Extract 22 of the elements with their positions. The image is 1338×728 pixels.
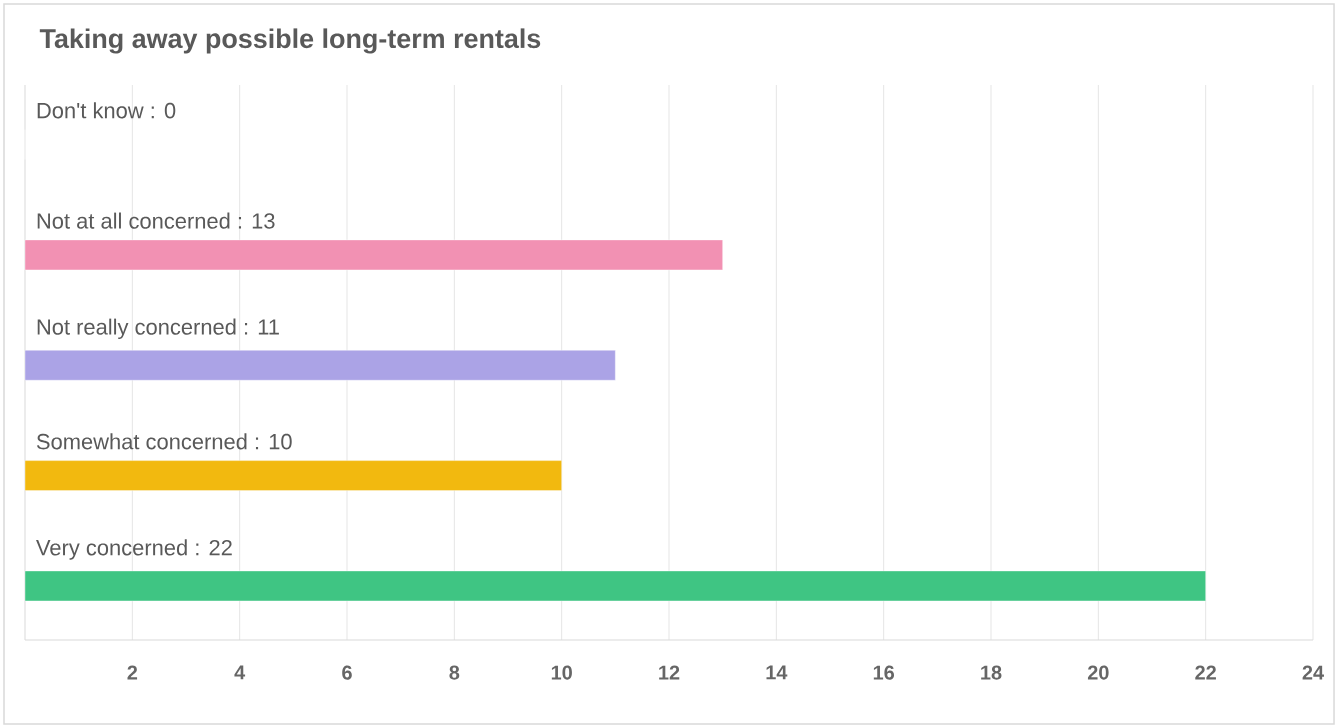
x-tick-label: 14 xyxy=(766,665,788,680)
x-tick-label: 2 xyxy=(127,665,138,680)
x-tick-label: 24 xyxy=(1302,665,1324,680)
x-tick-label: 12 xyxy=(659,665,680,680)
bar xyxy=(24,350,616,381)
y-tick-label: Not really concerned : 11 xyxy=(37,318,279,340)
x-tick-label: 16 xyxy=(873,665,895,680)
x-tick-label: 22 xyxy=(1195,665,1216,680)
chart-title: Taking away possible long-term rentals xyxy=(39,28,541,54)
x-tick-label: 4 xyxy=(234,665,246,680)
bar xyxy=(24,460,562,491)
x-tick-label: 8 xyxy=(449,665,460,680)
y-tick-label: Very concerned : 22 xyxy=(36,539,232,560)
x-tick-label: 6 xyxy=(342,665,352,680)
y-tick-label: Don't know : 0 xyxy=(37,102,176,119)
bar xyxy=(24,570,1206,602)
x-tick-label: 18 xyxy=(981,665,1002,680)
x-tick-label: 20 xyxy=(1087,665,1109,680)
x-tick-label: 10 xyxy=(551,665,572,680)
y-tick-label: Not at all concerned : 13 xyxy=(37,212,275,229)
y-tick-label: Somewhat concerned : 10 xyxy=(36,433,292,450)
bar xyxy=(24,239,723,271)
